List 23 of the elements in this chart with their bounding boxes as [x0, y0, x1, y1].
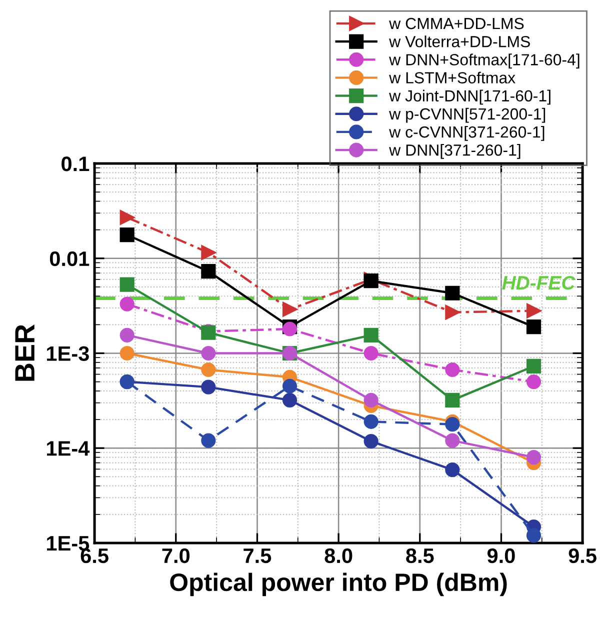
x-tick-label: 9.5 — [568, 548, 596, 564]
legend-label: w Volterra+DD-LMS — [389, 36, 530, 48]
x-tick-label: 7.0 — [162, 548, 190, 564]
y-tick-label: 1E-4 — [46, 441, 90, 456]
x-tick-label: 6.5 — [80, 548, 108, 564]
legend-label: w Joint-DNN[171-60-1] — [389, 90, 550, 105]
y-tick-label: 1E-5 — [46, 536, 90, 551]
legend-label: w DNN+Softmax[171-60-4] — [389, 54, 580, 69]
legend-label: w c-CVNN[371-260-1] — [389, 126, 544, 141]
y-axis-title: BER — [15, 324, 34, 381]
legend-label: w p-CVNN[571-200-1] — [389, 108, 546, 123]
x-tick-label: 8.0 — [324, 548, 352, 564]
x-tick-label: 9.0 — [487, 548, 515, 564]
ref-line-label: HD-FEC — [502, 276, 576, 290]
legend-label: w CMMA+DD-LMS — [389, 18, 524, 30]
legend-label: w LSTM+Softmax — [389, 72, 516, 84]
y-tick-label: 0.1 — [62, 156, 90, 172]
x-axis-title: Optical power into PD (dBm) — [170, 572, 507, 596]
x-tick-label: 7.5 — [244, 548, 272, 564]
y-tick-label: 0.01 — [50, 251, 90, 266]
legend-label: w DNN[371-260-1] — [389, 144, 520, 159]
x-tick-label: 8.5 — [406, 548, 434, 564]
y-tick-label: 1E-3 — [46, 346, 89, 362]
